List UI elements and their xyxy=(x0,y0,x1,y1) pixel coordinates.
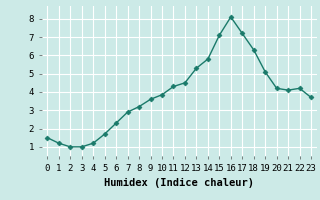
X-axis label: Humidex (Indice chaleur): Humidex (Indice chaleur) xyxy=(104,178,254,188)
